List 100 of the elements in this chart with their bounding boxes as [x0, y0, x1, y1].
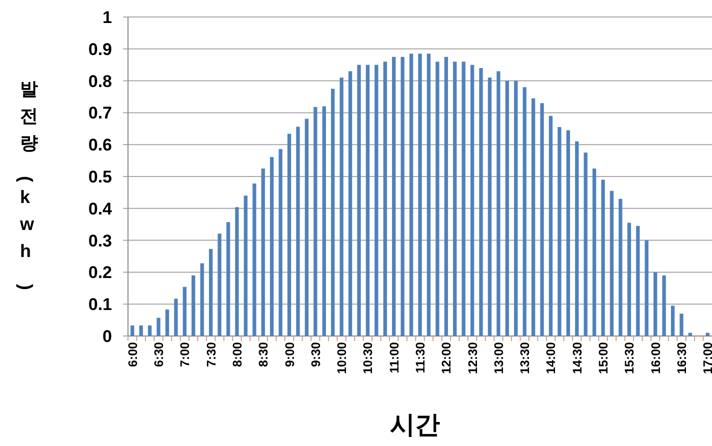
bar: [654, 272, 658, 336]
bar: [531, 98, 536, 336]
bar: [627, 222, 632, 336]
y-tick-label: 0.2: [88, 263, 112, 282]
bar: [662, 275, 666, 336]
x-tick-label: 15:00: [596, 342, 611, 374]
x-axis-title: 시간: [390, 411, 440, 439]
bar: [592, 168, 596, 336]
x-tick-label: 11:30: [414, 342, 428, 374]
bar: [130, 325, 134, 336]
bar: [200, 263, 204, 336]
bar: [453, 62, 457, 336]
bar: [575, 141, 579, 336]
x-tick-label: 17:00: [701, 342, 712, 374]
y-tick-label: 0.3: [88, 231, 112, 250]
x-tick-label: 10:00: [335, 342, 350, 374]
x-tick-label: 13:00: [492, 342, 506, 374]
bar: [496, 71, 500, 336]
x-tick-label: 16:00: [648, 342, 663, 374]
bar: [314, 106, 318, 336]
bar: [400, 56, 404, 336]
bar: [670, 306, 675, 336]
bar: [270, 157, 274, 336]
bar: [261, 168, 265, 336]
x-tick-label: 14:00: [544, 342, 558, 374]
x-tick-label: 6:00: [126, 342, 140, 368]
bar: [383, 62, 387, 336]
bar: [322, 106, 326, 336]
bar: [618, 198, 622, 336]
y-tick-label: 0.9: [88, 40, 112, 59]
bar: [436, 62, 440, 336]
bar: [505, 80, 509, 336]
bar: [296, 126, 300, 336]
bar: [287, 134, 292, 336]
bar: [192, 275, 196, 336]
x-tick-label: 11:00: [387, 342, 402, 374]
x-tick-label: 7:30: [204, 342, 218, 368]
x-tick-label: 16:30: [674, 342, 689, 374]
x-tick-label: 10:30: [361, 342, 376, 374]
text: 발전량(kwh): [16, 79, 38, 290]
bar: [331, 88, 335, 336]
bar: [304, 118, 309, 336]
x-tick-label: 12:00: [440, 342, 454, 374]
y-tick-label: 0.6: [88, 136, 112, 155]
bar: [462, 62, 466, 336]
bar: [470, 64, 474, 336]
bar: [514, 80, 518, 336]
x-tick-label: 8:30: [256, 342, 271, 368]
bar: [156, 318, 160, 336]
bar: [409, 54, 414, 336]
bar: [226, 222, 230, 336]
bar: [548, 116, 553, 336]
bar: [182, 286, 186, 336]
bar: [584, 152, 588, 336]
bar: [139, 325, 143, 336]
bar: [348, 71, 352, 336]
bar: [479, 68, 483, 336]
y-tick-label: 1: [102, 8, 112, 27]
bar: [426, 54, 431, 336]
bar: [244, 196, 248, 336]
bar: [218, 234, 222, 336]
bar: [366, 64, 370, 336]
y-tick-label: 0.5: [88, 168, 112, 186]
x-tick-label: 7:00: [178, 342, 192, 368]
bar: [252, 184, 256, 336]
x-tick-label: 15:30: [622, 342, 637, 374]
x-tick-label: 12:30: [466, 342, 480, 374]
bar: [601, 180, 605, 336]
bar: [644, 240, 648, 336]
bar: [444, 56, 448, 336]
bar: [208, 248, 213, 336]
x-tick-label: 6:30: [152, 342, 166, 368]
bar: [566, 130, 570, 336]
bar: [357, 64, 361, 336]
x-tick-label: 9:00: [282, 342, 297, 368]
x-tick-label: 13:30: [518, 342, 532, 374]
bar: [636, 226, 640, 336]
bar: [278, 149, 282, 336]
x-tick-label: 14:30: [570, 342, 584, 374]
bar: [392, 56, 396, 336]
bar: [522, 87, 526, 336]
x-tick-label: 9:30: [308, 342, 323, 368]
bar: [418, 54, 422, 336]
bar: [174, 298, 178, 336]
y-tick-label: 0.4: [88, 199, 113, 218]
x-tick-label: 8:00: [230, 342, 244, 368]
bar: [680, 314, 684, 336]
y-tick-label: 0: [102, 327, 112, 346]
bar: [374, 64, 378, 336]
bar: [558, 127, 562, 336]
bar: [235, 207, 239, 336]
bar: [488, 78, 492, 336]
y-tick-label: 0.1: [88, 295, 112, 314]
bar: [148, 325, 152, 336]
bar: [165, 310, 170, 336]
bar: [610, 190, 614, 336]
y-tick-label: 0.8: [88, 72, 112, 91]
y-tick-label: 0.7: [88, 104, 112, 123]
bar: [540, 103, 544, 336]
bar: [340, 78, 344, 336]
